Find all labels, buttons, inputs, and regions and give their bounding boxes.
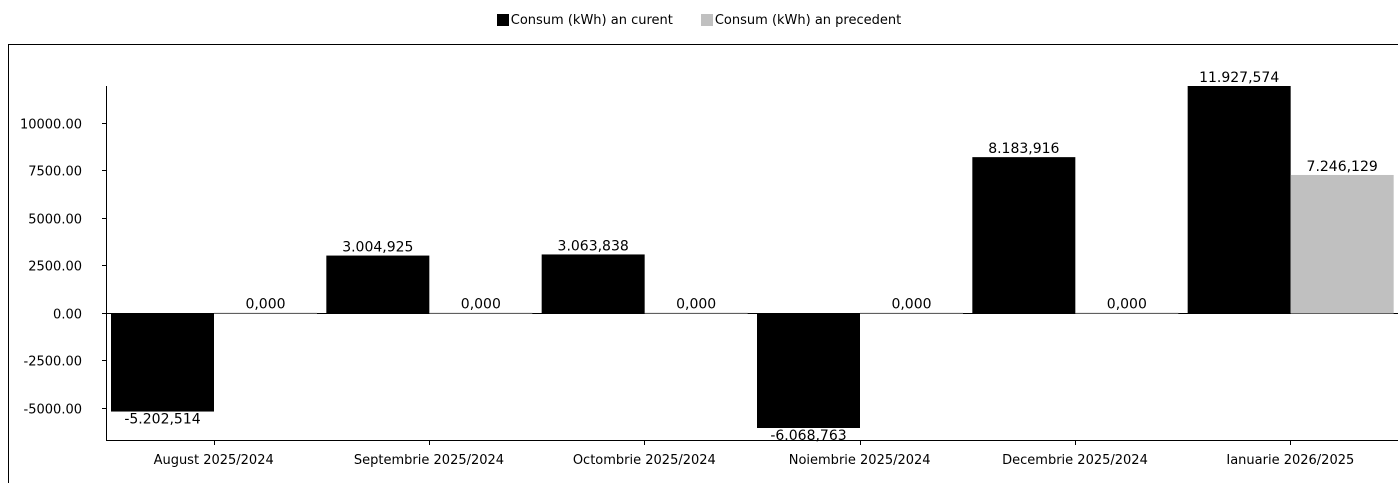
x-tick-label: Octombrie 2025/2024 — [573, 453, 716, 468]
legend-item-current-year: Consum (kWh) an curent — [497, 13, 673, 28]
y-tick-label: -2500.00 — [24, 355, 82, 370]
data-label-previous-year: 7.246,129 — [1307, 159, 1378, 175]
data-label-current-year: 3.063,838 — [558, 238, 629, 254]
legend-item-previous-year: Consum (kWh) an precedent — [701, 13, 901, 28]
bar-previous-year — [860, 313, 963, 314]
x-tick-label: Septembrie 2025/2024 — [354, 453, 504, 468]
legend-label-previous-year: Consum (kWh) an precedent — [715, 13, 901, 28]
legend-swatch-previous-year — [701, 14, 713, 26]
bar-current-year — [972, 157, 1075, 313]
data-label-previous-year: 0,000 — [1107, 297, 1147, 313]
data-label-previous-year: 0,000 — [245, 297, 285, 313]
bar-current-year — [1188, 86, 1291, 314]
legend-label-current-year: Consum (kWh) an curent — [511, 13, 673, 28]
bar-current-year — [542, 254, 645, 313]
bar-previous-year — [645, 313, 748, 314]
data-label-current-year: -6.068,763 — [770, 428, 846, 444]
data-label-previous-year: 0,000 — [676, 297, 716, 313]
data-label-current-year: -5.202,514 — [124, 412, 200, 428]
x-tick-label: August 2025/2024 — [154, 453, 274, 468]
bar-current-year — [111, 314, 214, 412]
y-tick-label: -5000.00 — [24, 403, 82, 418]
bar-current-year — [757, 314, 860, 429]
bar-previous-year — [1075, 313, 1178, 314]
bar-previous-year — [214, 313, 317, 314]
y-tick-label: 0.00 — [53, 308, 82, 323]
data-label-current-year: 11.927,574 — [1199, 70, 1279, 86]
y-tick-label: 10000.00 — [20, 118, 82, 133]
legend-swatch-current-year — [497, 14, 509, 26]
y-tick-label: 7500.00 — [28, 165, 82, 180]
x-tick-label: Decembrie 2025/2024 — [1002, 453, 1148, 468]
data-label-current-year: 8.183,916 — [988, 141, 1059, 157]
bar-current-year — [326, 256, 429, 314]
legend: Consum (kWh) an curent Consum (kWh) an p… — [0, 10, 1398, 30]
data-label-previous-year: 0,000 — [891, 297, 931, 313]
x-tick-label: Ianuarie 2026/2025 — [1226, 453, 1354, 468]
bar-previous-year — [429, 313, 532, 314]
y-tick-label: 2500.00 — [28, 260, 82, 275]
data-label-previous-year: 0,000 — [461, 297, 501, 313]
bar-previous-year — [1291, 175, 1394, 314]
data-label-current-year: 3.004,925 — [342, 240, 413, 256]
x-tick-label: Noiembrie 2025/2024 — [789, 453, 931, 468]
y-tick-label: 5000.00 — [28, 213, 82, 228]
